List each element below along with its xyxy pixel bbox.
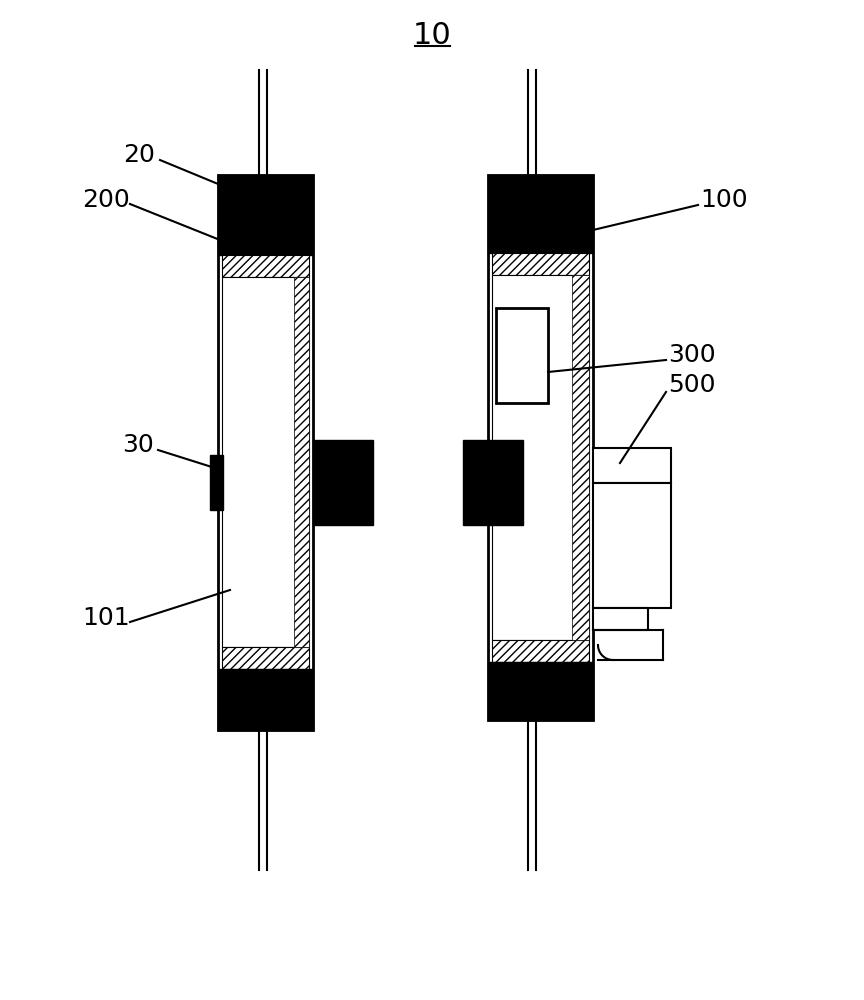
Bar [294, 277, 309, 647]
Bar [593, 483, 671, 608]
Bar [496, 308, 548, 403]
Bar [593, 448, 671, 483]
Text: 200: 200 [82, 188, 130, 212]
Bar [222, 277, 309, 647]
Bar [313, 440, 373, 525]
Bar [463, 440, 523, 525]
Bar [488, 175, 593, 253]
Bar [492, 640, 589, 662]
Bar [222, 255, 309, 277]
Text: 10: 10 [413, 20, 451, 49]
Text: 101: 101 [82, 606, 130, 630]
Bar [218, 175, 313, 255]
Bar [492, 275, 589, 640]
Text: 30: 30 [122, 433, 154, 457]
Bar [210, 455, 223, 510]
Bar [218, 175, 313, 730]
Text: 100: 100 [700, 188, 747, 212]
Bar [488, 662, 593, 720]
Bar [218, 669, 313, 730]
Bar [593, 608, 648, 630]
Bar [492, 253, 589, 275]
Bar [572, 275, 589, 640]
Bar [222, 647, 309, 669]
Text: 300: 300 [668, 343, 715, 367]
Bar [488, 175, 593, 720]
Text: 20: 20 [123, 143, 155, 167]
Text: 500: 500 [668, 373, 715, 397]
